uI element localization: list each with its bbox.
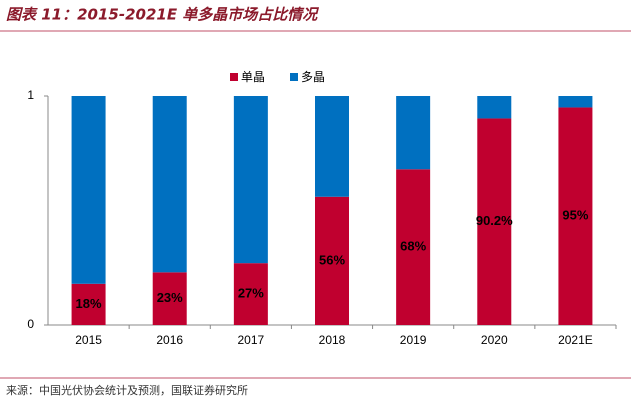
x-tick-label: 2020	[481, 333, 508, 347]
bar-segment	[71, 283, 106, 325]
bar-segment	[233, 96, 268, 264]
value-label: 23%	[157, 290, 183, 305]
value-label: 68%	[400, 239, 426, 254]
bar-segment	[315, 96, 349, 197]
bar-segment	[558, 96, 593, 108]
value-label: 56%	[319, 252, 345, 267]
legend-label: 多晶	[301, 70, 325, 84]
chart-title: 图表 11：2015-2021E 单多晶市场占比情况	[6, 6, 319, 24]
x-tick-label: 2017	[238, 333, 265, 347]
bar-segment	[396, 169, 431, 325]
value-label: 95%	[562, 208, 588, 223]
bar-segment	[233, 263, 268, 325]
x-tick-label: 2018	[319, 333, 346, 347]
bar-segment	[477, 118, 512, 325]
value-label: 27%	[238, 286, 264, 301]
bar-segment	[315, 196, 349, 325]
bar-segment	[396, 96, 431, 170]
bar-segment	[71, 96, 106, 284]
x-tick-label: 2019	[400, 333, 427, 347]
value-label: 18%	[76, 296, 102, 311]
bar-segment	[558, 107, 593, 325]
x-tick-label: 2021E	[558, 333, 593, 347]
bar-segment	[477, 96, 512, 119]
bar-segment	[152, 272, 187, 325]
y-tick-label: 1	[27, 88, 34, 102]
bar-segment	[152, 96, 187, 273]
legend-swatch	[230, 73, 238, 81]
x-tick-label: 2015	[75, 333, 102, 347]
legend-swatch	[290, 73, 298, 81]
value-label: 90.2%	[476, 213, 513, 228]
x-tick-label: 2016	[156, 333, 183, 347]
y-tick-label: 0	[27, 317, 34, 331]
source: 来源：中国光伏协会统计及预测，国联证券研究所	[6, 383, 248, 397]
legend-label: 单晶	[241, 70, 265, 84]
